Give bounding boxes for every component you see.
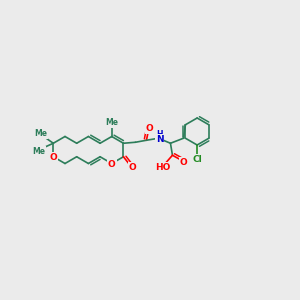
Text: HO: HO [155, 163, 170, 172]
Text: O: O [50, 153, 57, 162]
Text: O: O [129, 163, 136, 172]
Text: Me: Me [105, 118, 118, 127]
Text: Me: Me [34, 129, 47, 138]
Text: O: O [146, 124, 153, 133]
Text: H: H [156, 130, 163, 139]
Text: Cl: Cl [192, 154, 202, 164]
Text: O: O [180, 158, 187, 167]
Text: O: O [108, 160, 116, 169]
Text: Me: Me [32, 147, 45, 156]
Text: N: N [156, 135, 163, 144]
